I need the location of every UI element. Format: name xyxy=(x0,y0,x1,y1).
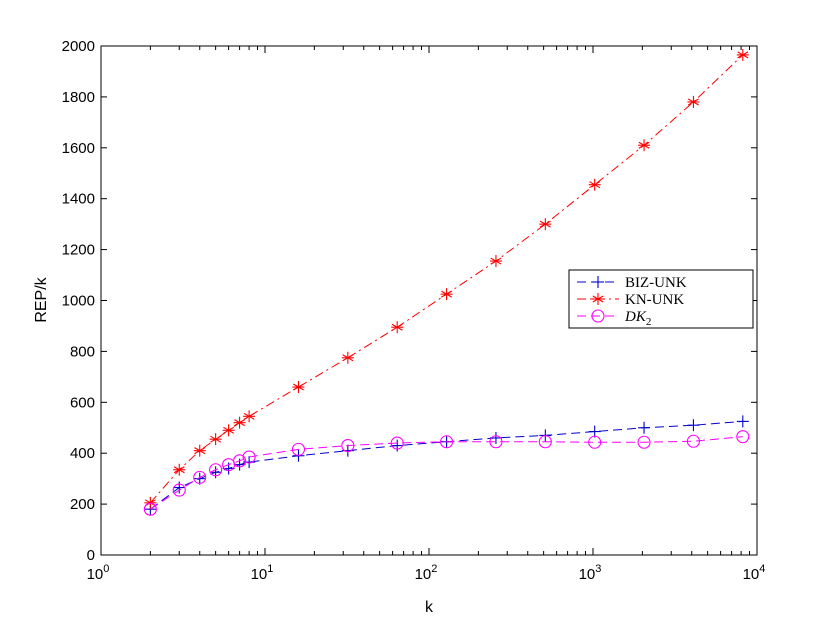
data-point xyxy=(341,351,354,364)
x-tick-exponent: 4 xyxy=(759,563,765,575)
x-axis: 100 101 102 103 104 xyxy=(87,46,766,583)
series-line xyxy=(149,54,744,504)
legend-label: BIZ-UNK xyxy=(625,275,687,291)
y-axis-label: REP/k xyxy=(33,276,50,322)
data-point xyxy=(440,288,453,301)
y-tick-label: 1600 xyxy=(62,140,95,157)
y-tick-label: 1000 xyxy=(62,293,95,310)
data-point xyxy=(489,255,502,268)
legend-label: DK2 xyxy=(624,309,651,328)
data-point xyxy=(341,439,355,453)
data-point xyxy=(588,435,602,449)
data-point xyxy=(193,472,206,485)
x-tick-label: 101 xyxy=(251,563,274,583)
x-tick-base: 10 xyxy=(251,566,268,583)
data-point xyxy=(686,434,700,448)
data-point xyxy=(242,450,256,464)
data-point xyxy=(736,415,749,428)
x-tick-base: 10 xyxy=(579,566,596,583)
y-tick-label: 1800 xyxy=(62,89,95,106)
y-tick-label: 600 xyxy=(70,394,95,411)
x-tick-base: 10 xyxy=(87,566,104,583)
legend-entry: KN-UNK xyxy=(577,292,684,308)
x-tick-exponent: 0 xyxy=(103,563,109,575)
data-point xyxy=(391,321,404,334)
data-point xyxy=(243,410,256,423)
x-tick-exponent: 2 xyxy=(431,563,437,575)
data-point xyxy=(638,139,651,152)
series-layer xyxy=(143,48,750,516)
data-point xyxy=(538,435,552,449)
data-point xyxy=(588,178,601,191)
x-tick-label: 102 xyxy=(415,563,438,583)
x-tick-exponent: 3 xyxy=(595,563,601,575)
y-tick-label: 1400 xyxy=(62,191,95,208)
y-tick-label: 800 xyxy=(70,343,95,360)
y-tick-label: 200 xyxy=(70,496,95,513)
data-point xyxy=(173,463,186,476)
x-tick-label: 104 xyxy=(743,563,766,583)
data-point xyxy=(172,483,186,497)
x-tick-label: 103 xyxy=(579,563,602,583)
legend-label-main: DK xyxy=(624,309,647,325)
data-point xyxy=(440,435,454,449)
data-point xyxy=(193,470,207,484)
legend-label: KN-UNK xyxy=(625,292,684,308)
data-point xyxy=(637,435,651,449)
data-point xyxy=(233,454,247,468)
legend-entry: BIZ-UNK xyxy=(577,275,687,291)
x-axis-label: k xyxy=(425,599,434,616)
data-point xyxy=(292,381,305,394)
data-point xyxy=(222,424,235,437)
y-axis: 0 200 400 600 800 1000 1200 1400 1600 1800 2000 xyxy=(62,38,757,564)
data-point xyxy=(592,276,604,288)
y-tick-label: 1200 xyxy=(62,242,95,259)
series-2 xyxy=(143,430,750,516)
y-tick-label: 2000 xyxy=(62,38,95,55)
x-tick-exponent: 1 xyxy=(267,563,273,575)
legend-entry: DK2 xyxy=(577,309,651,328)
x-tick-label: 100 xyxy=(87,563,110,583)
data-point xyxy=(291,442,306,456)
data-point xyxy=(390,436,404,450)
x-tick-base: 10 xyxy=(743,566,760,583)
data-point xyxy=(592,293,604,305)
series-1 xyxy=(144,48,749,509)
data-point xyxy=(209,463,223,477)
x-tick-base: 10 xyxy=(415,566,432,583)
data-point xyxy=(588,425,601,438)
data-point xyxy=(591,309,605,323)
data-point xyxy=(143,502,157,516)
data-point xyxy=(736,48,749,61)
y-tick-label: 0 xyxy=(87,547,95,564)
data-point xyxy=(687,419,700,432)
data-point xyxy=(233,416,246,429)
data-point xyxy=(193,444,206,457)
data-point xyxy=(209,433,222,446)
data-point xyxy=(736,430,750,444)
data-point xyxy=(638,421,651,434)
y-tick-label: 400 xyxy=(70,445,95,462)
data-point xyxy=(539,218,552,231)
data-point xyxy=(489,435,503,449)
legend-label-subscript: 2 xyxy=(646,316,652,328)
data-point xyxy=(687,95,700,108)
